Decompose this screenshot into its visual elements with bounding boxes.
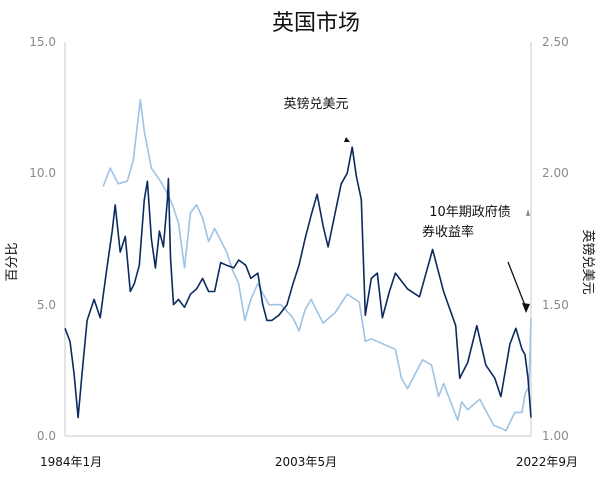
x-tick-label: 2003年5月 — [275, 455, 337, 469]
right-axis-title: 英镑兑美元 — [580, 229, 596, 294]
series-line-gbpusd — [64, 146, 532, 419]
right-axis-marker — [526, 209, 530, 216]
right-tick-label: 2.00 — [542, 166, 569, 180]
x-tick-label: 2022年9月 — [516, 455, 578, 469]
annotation-yield-line1: 10年期政府债 — [429, 205, 511, 220]
annotation-yield-arrowhead — [522, 303, 530, 313]
left-tick-label: 15.0 — [29, 35, 56, 49]
right-tick-label: 1.50 — [542, 298, 569, 312]
annotation-gbpusd-arrowhead — [344, 137, 350, 142]
left-tick-label: 0.0 — [37, 429, 56, 443]
series-line-yield10y — [102, 99, 532, 432]
left-tick-label: 5.0 — [37, 298, 56, 312]
right-tick-label: 1.00 — [542, 429, 569, 443]
x-tick-label: 1984年1月 — [40, 455, 102, 469]
left-axis-title: 百分比 — [5, 242, 20, 281]
chart-title: 英国市场 — [272, 11, 360, 36]
left-tick-label: 10.0 — [29, 166, 56, 180]
annotation-yield-line2: 券收益率 — [422, 224, 474, 240]
annotation-gbpusd: 英镑兑美元 — [283, 96, 348, 112]
right-tick-label: 2.50 — [542, 35, 569, 49]
annotation-yield-arrow — [507, 261, 527, 309]
